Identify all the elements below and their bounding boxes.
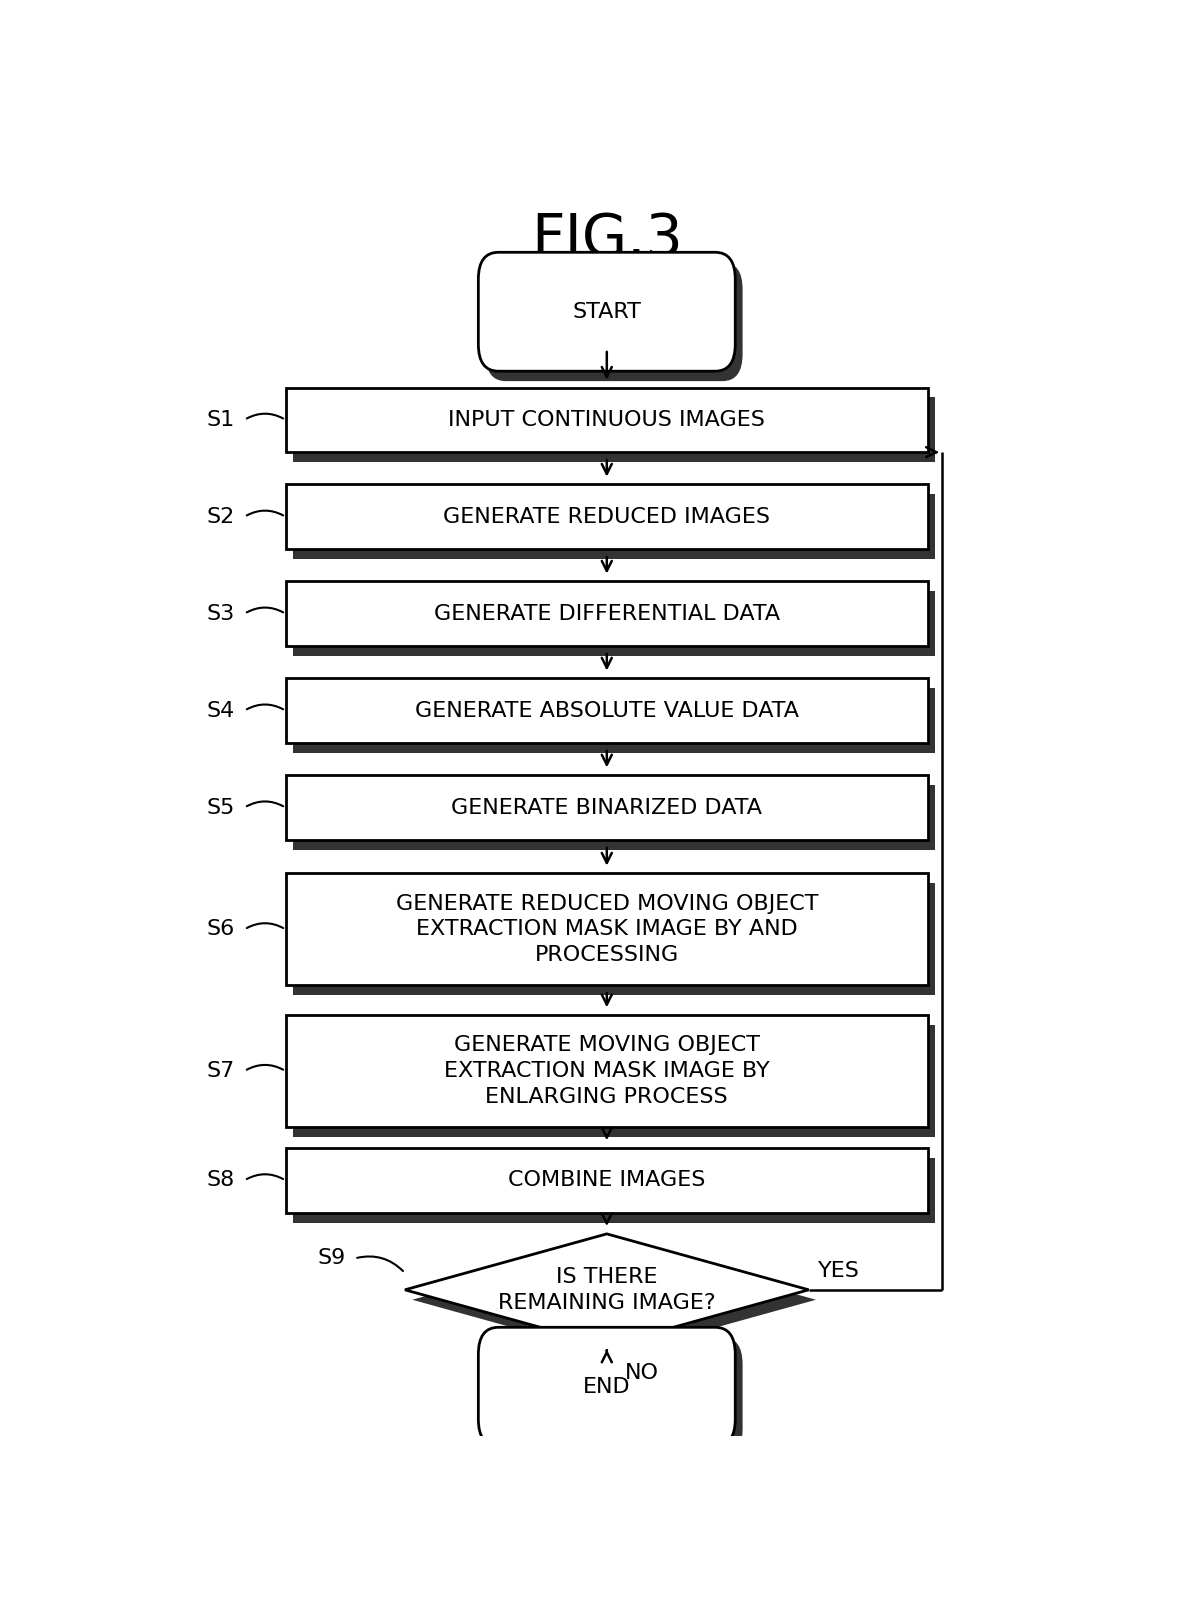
FancyBboxPatch shape: [485, 1338, 742, 1456]
FancyBboxPatch shape: [478, 252, 735, 371]
Polygon shape: [405, 1233, 809, 1346]
Text: GENERATE MOVING OBJECT
EXTRACTION MASK IMAGE BY
ENLARGING PROCESS: GENERATE MOVING OBJECT EXTRACTION MASK I…: [444, 1036, 770, 1107]
Text: GENERATE REDUCED MOVING OBJECT
EXTRACTION MASK IMAGE BY AND
PROCESSING: GENERATE REDUCED MOVING OBJECT EXTRACTIO…: [395, 894, 818, 965]
Bar: [285, 1148, 928, 1212]
Text: S9: S9: [317, 1249, 346, 1269]
Text: S4: S4: [207, 700, 236, 721]
Text: IS THERE
REMAINING IMAGE?: IS THERE REMAINING IMAGE?: [498, 1267, 715, 1312]
Bar: [285, 678, 928, 742]
Bar: [292, 883, 935, 996]
Text: GENERATE ABSOLUTE VALUE DATA: GENERATE ABSOLUTE VALUE DATA: [414, 700, 799, 721]
Text: S3: S3: [207, 604, 236, 623]
Bar: [292, 1025, 935, 1136]
Text: S7: S7: [207, 1060, 236, 1081]
Bar: [285, 387, 928, 452]
Text: S5: S5: [207, 797, 236, 818]
Bar: [285, 775, 928, 839]
Text: END: END: [583, 1377, 631, 1396]
Text: START: START: [572, 302, 642, 321]
Bar: [292, 591, 935, 655]
Text: S1: S1: [207, 410, 236, 429]
Bar: [285, 484, 928, 549]
Bar: [285, 581, 928, 646]
Text: COMBINE IMAGES: COMBINE IMAGES: [508, 1170, 706, 1191]
Bar: [292, 786, 935, 851]
Bar: [285, 873, 928, 985]
Text: S8: S8: [207, 1170, 236, 1191]
FancyBboxPatch shape: [478, 1327, 735, 1446]
Text: S6: S6: [207, 920, 236, 939]
Text: S2: S2: [207, 507, 236, 526]
Polygon shape: [412, 1244, 816, 1356]
FancyBboxPatch shape: [485, 261, 742, 381]
Text: GENERATE REDUCED IMAGES: GENERATE REDUCED IMAGES: [443, 507, 771, 526]
Bar: [292, 688, 935, 754]
Text: GENERATE BINARIZED DATA: GENERATE BINARIZED DATA: [451, 797, 762, 818]
Text: NO: NO: [625, 1364, 659, 1383]
Bar: [292, 397, 935, 462]
Text: YES: YES: [818, 1261, 860, 1282]
Text: GENERATE DIFFERENTIAL DATA: GENERATE DIFFERENTIAL DATA: [433, 604, 780, 623]
Bar: [292, 494, 935, 558]
Bar: [292, 1159, 935, 1223]
Bar: [285, 1015, 928, 1127]
Text: FIG.3: FIG.3: [530, 211, 683, 268]
Text: INPUT CONTINUOUS IMAGES: INPUT CONTINUOUS IMAGES: [449, 410, 765, 429]
